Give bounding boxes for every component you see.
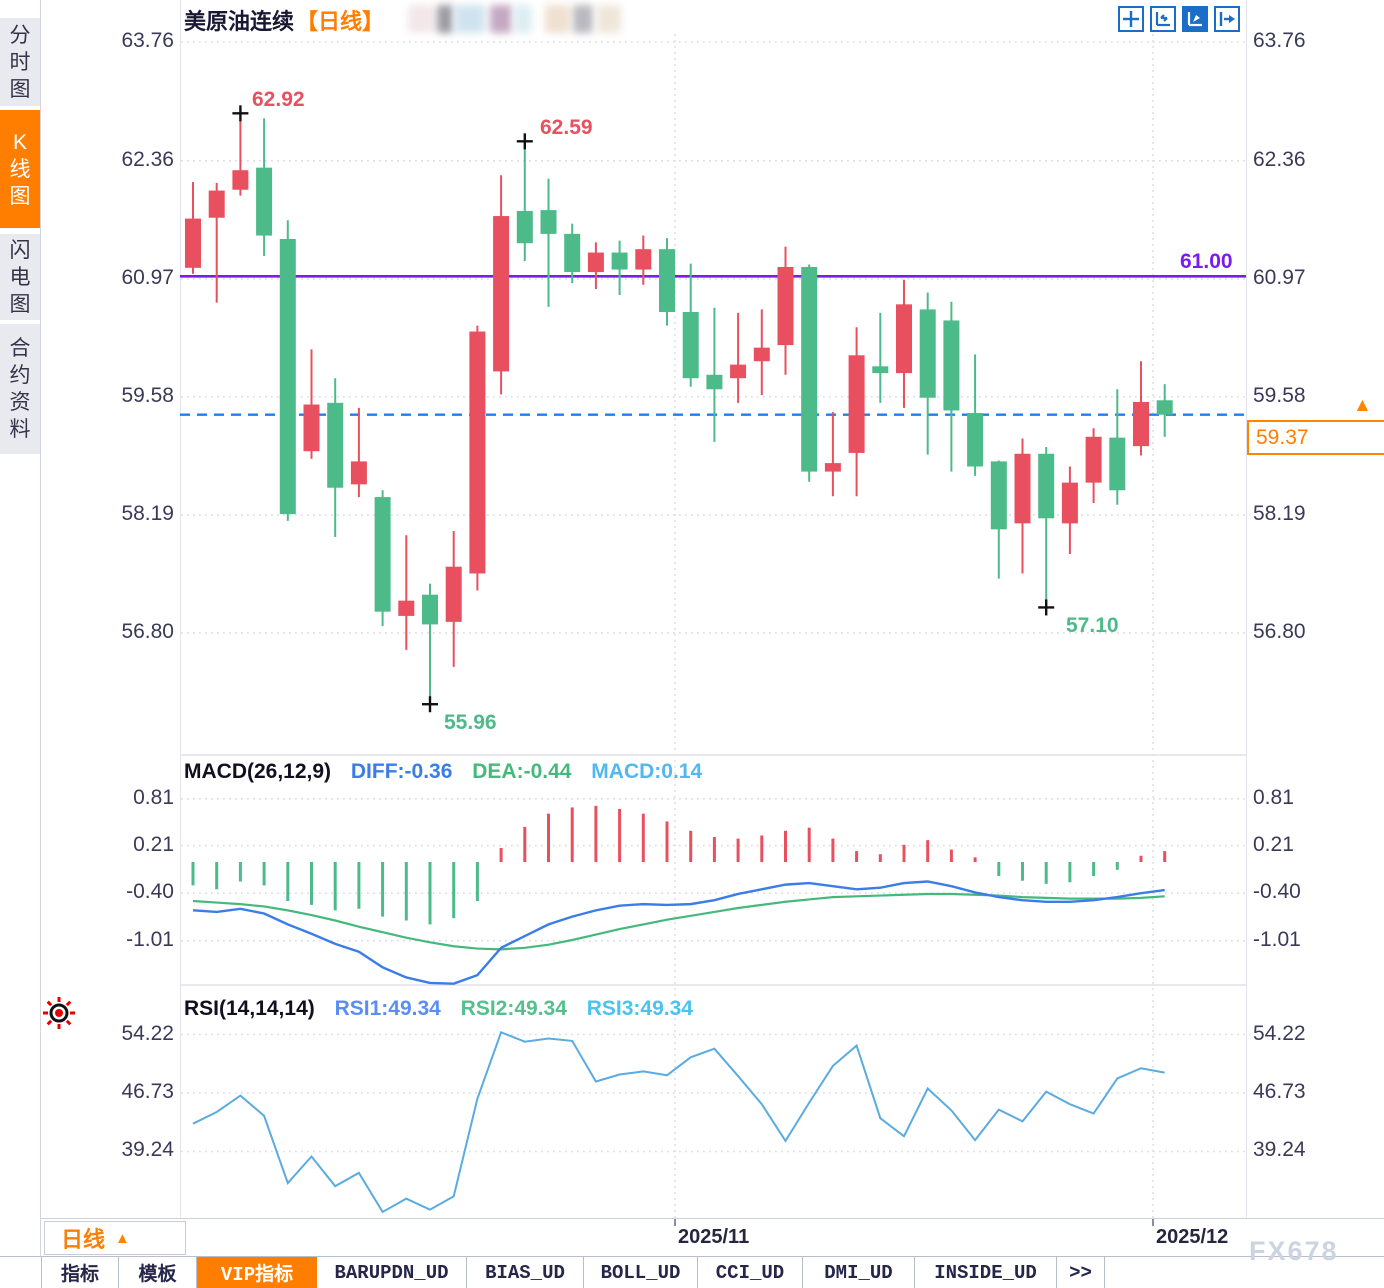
rsi-axis-label: 46.73 [121, 1080, 174, 1103]
rsi-axis-label: 46.73 [1253, 1080, 1306, 1103]
price-axis-label: 60.97 [1253, 265, 1306, 289]
macd-params: MACD(26,12,9) [184, 760, 332, 783]
tab-barupdn-ud[interactable]: BARUPDN_UD [317, 1257, 467, 1288]
tabbar-spacer [0, 1257, 42, 1288]
macd-axis-label: -0.40 [1253, 880, 1301, 904]
rsi-axis-label: 39.24 [121, 1138, 174, 1162]
period-tag: 【日线】 [296, 9, 385, 34]
auto-follow-icon[interactable] [1182, 6, 1208, 32]
macd-diff-value: DIFF:-0.36 [350, 760, 453, 783]
period-label: 日线 [61, 1227, 106, 1252]
rsi-axis-label: 54.22 [1253, 1021, 1306, 1045]
censored-block [437, 5, 453, 33]
axis-date-label: 2025/12 [1156, 1226, 1229, 1248]
rsi2-value: RSI2:49.34 [460, 997, 567, 1020]
censored-block [573, 5, 593, 33]
price-axis-label: 58.19 [121, 501, 174, 525]
price-up-arrow-icon: ▲ [1353, 395, 1372, 416]
macd-axis-label: 0.21 [1253, 832, 1294, 856]
annotation-low-55-96: 55.96 [444, 711, 497, 734]
censored-block [597, 5, 621, 33]
sidebar-item-contract-info[interactable]: 合约资料 [0, 324, 40, 454]
macd-axis-label: 0.81 [133, 785, 174, 809]
sidebar-item-time-chart[interactable]: 分时图 [0, 18, 40, 106]
axis-tick [1152, 1219, 1154, 1226]
candlestick-chart[interactable] [180, 0, 1246, 1218]
macd-panel-title: MACD(26,12,9) DIFF:-0.36 DEA:-0.44 MACD:… [184, 760, 716, 784]
censored-block [545, 5, 570, 33]
price-axis-label: 63.76 [121, 29, 174, 52]
plot-left-border [180, 0, 181, 1218]
macd-axis-label: -1.01 [1253, 927, 1301, 951]
chart-toolbar [1118, 6, 1240, 32]
period-selector[interactable]: 日线 ▲ [44, 1221, 186, 1255]
tab-bias-ud[interactable]: BIAS_UD [467, 1257, 584, 1288]
tab->>[interactable]: >> [1057, 1257, 1105, 1288]
price-axis-label: 62.36 [121, 147, 174, 171]
price-axis-label: 59.58 [1253, 383, 1306, 407]
tab-dmi-ud[interactable]: DMI_UD [803, 1257, 915, 1288]
rsi3-value: RSI3:49.34 [586, 997, 693, 1020]
rsi-params: RSI(14,14,14) [184, 997, 315, 1020]
macd-hist-value: MACD:0.14 [591, 760, 703, 783]
pan-icon[interactable] [1118, 6, 1144, 32]
annotation-low-57-10: 57.10 [1066, 614, 1119, 637]
annotation-high-62-92: 62.92 [252, 88, 305, 111]
price-axis-label: 60.97 [121, 265, 174, 289]
annotation-high-62-59: 62.59 [540, 116, 593, 139]
annotation-hline-61-00: 61.00 [1180, 250, 1233, 273]
axis-scale-icon[interactable] [1150, 6, 1176, 32]
price-axis-label: 62.36 [1253, 147, 1306, 171]
price-axis-label: 59.58 [121, 383, 174, 407]
indicator-tabbar: 指标 模板 VIP指标 BARUPDN_UD BIAS_UD BOLL_UD CCI_UD D… [0, 1256, 1384, 1288]
jump-latest-icon[interactable] [1214, 6, 1240, 32]
tab-指标[interactable]: 指标 [42, 1257, 119, 1288]
rsi-panel-title: RSI(14,14,14) RSI1:49.34 RSI2:49.34 RSI3… [184, 997, 707, 1021]
tab-模板[interactable]: 模板 [119, 1257, 197, 1288]
chart-header: 美原油连续 【日线】 [184, 5, 384, 35]
price-axis-label: 56.80 [1253, 619, 1306, 643]
axis-date-label: 2025/11 [678, 1226, 750, 1248]
price-axis-label: 56.80 [121, 619, 174, 643]
chevron-up-icon: ▲ [115, 1229, 130, 1247]
tab-cci-ud[interactable]: CCI_UD [698, 1257, 803, 1288]
symbol-title: 美原油连续 [184, 9, 295, 34]
censored-block [455, 5, 485, 33]
price-axis-label: 58.19 [1253, 501, 1306, 525]
plot-right-border [1246, 0, 1247, 1218]
tab-inside-ud[interactable]: INSIDE_UD [915, 1257, 1057, 1288]
macd-axis-label: 0.81 [1253, 785, 1294, 809]
price-axis-label: 63.76 [1253, 29, 1306, 52]
macd-axis-label: 0.21 [133, 832, 174, 856]
censored-block [408, 5, 434, 33]
last-price-tag: 59.37 [1247, 420, 1384, 455]
axis-tick [674, 1219, 676, 1226]
censored-block [490, 5, 512, 33]
macd-axis-label: -0.40 [126, 880, 174, 904]
sidebar-item-flash-chart[interactable]: 闪电图 [0, 234, 40, 320]
time-axis: 2025/11 2025/12 [40, 1218, 1384, 1257]
indicator-settings-icon[interactable] [40, 994, 78, 1032]
tab-vip指标[interactable]: VIP指标 [197, 1257, 317, 1288]
macd-axis-label: -1.01 [126, 927, 174, 951]
rsi1-value: RSI1:49.34 [334, 997, 441, 1020]
censored-block [514, 5, 532, 33]
tab-boll-ud[interactable]: BOLL_UD [584, 1257, 698, 1288]
macd-dea-value: DEA:-0.44 [472, 760, 572, 783]
rsi-axis-label: 54.22 [121, 1021, 174, 1045]
rsi-axis-label: 39.24 [1253, 1138, 1306, 1162]
tabbar-filler [1105, 1257, 1384, 1288]
watermark: FX678 [1249, 1236, 1339, 1266]
